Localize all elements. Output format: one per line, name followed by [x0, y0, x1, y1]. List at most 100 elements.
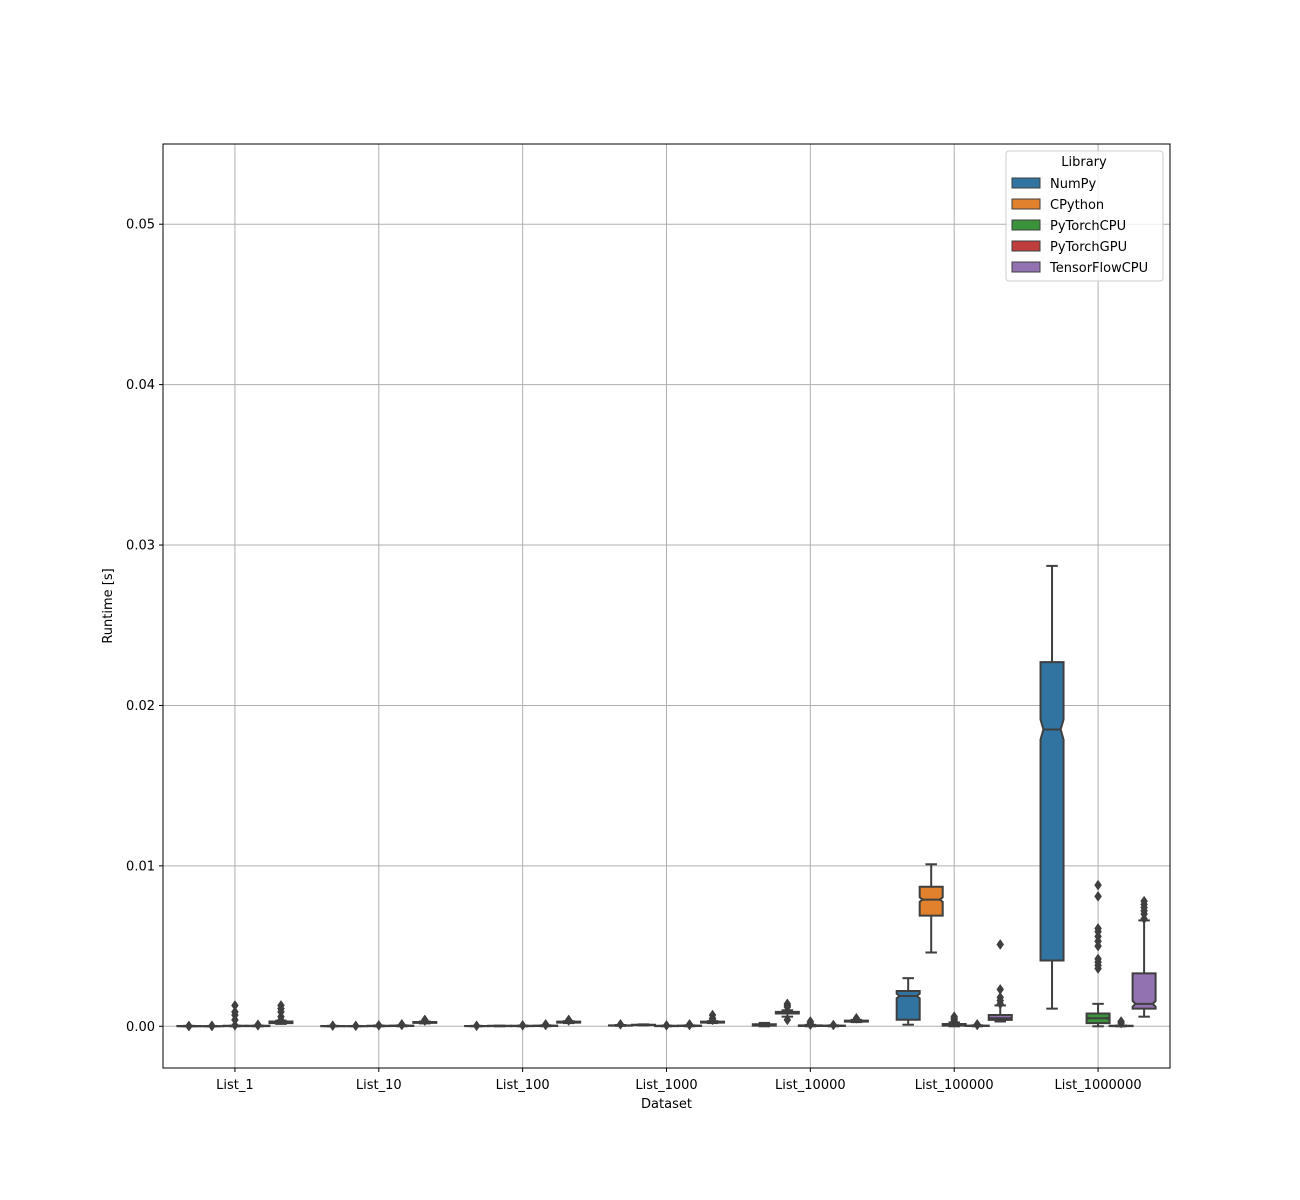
legend-swatch-CPython [1011, 198, 1041, 210]
outlier-point [254, 1019, 262, 1031]
outlier-point [783, 998, 792, 1010]
outlier-point [328, 1020, 337, 1032]
x-tick-label: List_10000 [775, 1078, 846, 1093]
legend-label-TensorFlowCPU: TensorFlowCPU [1049, 261, 1148, 276]
box-CPython-List_100000 [918, 863, 944, 954]
box-CPython-List_1000 [630, 1023, 656, 1027]
box-TensorFlowCPU-List_1 [268, 1000, 294, 1026]
box-PyTorchGPU-List_100000 [964, 1018, 990, 1031]
outlier-point [231, 1000, 239, 1011]
box-TensorFlowCPU-List_10 [412, 1014, 438, 1027]
legend-swatch-PyTorchGPU [1011, 240, 1041, 252]
outlier-point [231, 1019, 239, 1031]
outlier-point [616, 1018, 625, 1030]
box-NumPy-List_100 [464, 1020, 490, 1032]
box-TensorFlowCPU-List_10000 [843, 1012, 869, 1024]
outlier-point [374, 1019, 383, 1031]
x-tick-label: List_100 [496, 1078, 550, 1093]
legend-swatch-NumPy [1011, 177, 1041, 189]
x-tick-label: List_1000000 [1055, 1078, 1142, 1093]
outlier-point [996, 991, 1005, 1003]
axes: 0.00 0.01 0.02 0.03 0.04 0.05 List_1 List_10 Lis… [126, 218, 1142, 1093]
box-PyTorchCPU-List_1000000 [1085, 879, 1111, 1028]
box-CPython-List_10000 [774, 998, 800, 1026]
x-tick-label: List_1000 [635, 1078, 697, 1093]
outlier-point [973, 1018, 982, 1030]
legend-frame [1005, 150, 1164, 282]
outlier-point [662, 1019, 671, 1031]
y-tick-label: 0.05 [126, 218, 155, 233]
grid-lines [163, 144, 1170, 1068]
box-CPython-List_1 [199, 1020, 225, 1032]
y-tick-label: 0.04 [126, 378, 155, 393]
legend-label-PyTorchCPU: PyTorchCPU [1050, 219, 1126, 234]
outlier-point [472, 1020, 481, 1032]
legend-items: NumPy CPython PyTorchCPU PyTorchGPU TensorFl… [1011, 177, 1148, 276]
legend: Library NumPy CPython PyTorchCPU PyTorchGPU… [1005, 150, 1164, 282]
outlier-point [1117, 1016, 1125, 1027]
box-TensorFlowCPU-List_1000 [700, 1009, 726, 1026]
y-tick-label: 0.02 [126, 699, 155, 714]
outlier-point [950, 1011, 959, 1023]
legend-swatch-PyTorchCPU [1011, 219, 1041, 231]
legend-swatch-TensorFlowCPU [1011, 261, 1041, 273]
box-body [1131, 972, 1157, 1010]
outlier-point [208, 1020, 216, 1032]
y-axis-label: Runtime [s] [101, 568, 116, 643]
outlier-point [541, 1018, 550, 1030]
box-body [918, 885, 944, 917]
box-PyTorchCPU-List_1000 [653, 1019, 680, 1031]
outlier-point [1094, 923, 1102, 934]
box-TensorFlowCPU-List_1000000 [1131, 895, 1157, 1018]
legend-label-NumPy: NumPy [1050, 177, 1096, 192]
x-tick-label: List_10 [356, 1078, 402, 1093]
outlier-point [564, 1014, 573, 1026]
y-tick-label: 0.00 [126, 1020, 155, 1035]
x-axis-label: Dataset [641, 1097, 692, 1112]
legend-label-PyTorchGPU: PyTorchGPU [1050, 240, 1127, 255]
outlier-point [852, 1012, 861, 1024]
box-body [1039, 661, 1065, 962]
box-TensorFlowCPU-List_100000 [987, 939, 1013, 1023]
y-tick-label: 0.03 [126, 539, 155, 554]
outlier-point [1094, 890, 1102, 902]
box-PyTorchGPU-List_10 [389, 1018, 415, 1031]
outlier-point [397, 1018, 406, 1030]
outlier-point [806, 1016, 815, 1027]
box-CPython-List_100 [487, 1024, 513, 1028]
outlier-point [708, 1009, 717, 1021]
outlier-point [231, 1006, 239, 1018]
box-NumPy-List_100000 [895, 977, 921, 1026]
box-PyTorchGPU-List_1000 [677, 1018, 703, 1031]
box-PyTorchGPU-List_100 [533, 1018, 559, 1031]
box-PyTorchGPU-List_1000000 [1108, 1016, 1134, 1029]
outlier-point [1094, 879, 1102, 891]
x-tick-label: List_100000 [915, 1078, 994, 1093]
box-body [895, 990, 921, 1021]
outlier-point [351, 1020, 360, 1032]
box-NumPy-List_1000000 [1039, 564, 1065, 1010]
legend-label-CPython: CPython [1050, 198, 1104, 213]
outlier-point [685, 1018, 694, 1030]
outlier-point [1140, 895, 1148, 907]
outlier-point [996, 983, 1005, 995]
outlier-point [421, 1014, 429, 1026]
outlier-point [996, 939, 1005, 950]
outlier-point [829, 1019, 838, 1031]
box-plots [176, 564, 1157, 1032]
box-NumPy-List_10000 [751, 1021, 777, 1028]
x-tick-label: List_1 [216, 1078, 254, 1093]
box-PyTorchGPU-List_10000 [820, 1019, 846, 1031]
outlier-point [518, 1019, 527, 1031]
outlier-point [1094, 953, 1102, 965]
outlier-point [277, 1000, 285, 1011]
y-tick-label: 0.01 [126, 859, 155, 874]
outlier-point [783, 1014, 792, 1026]
box-PyTorchGPU-List_1 [245, 1019, 271, 1031]
box-PyTorchCPU-List_100 [510, 1019, 536, 1031]
outlier-point [185, 1020, 193, 1032]
legend-title: Library [1061, 155, 1107, 170]
box-TensorFlowCPU-List_100 [556, 1014, 582, 1026]
box-PyTorchCPU-List_100000 [941, 1011, 967, 1028]
